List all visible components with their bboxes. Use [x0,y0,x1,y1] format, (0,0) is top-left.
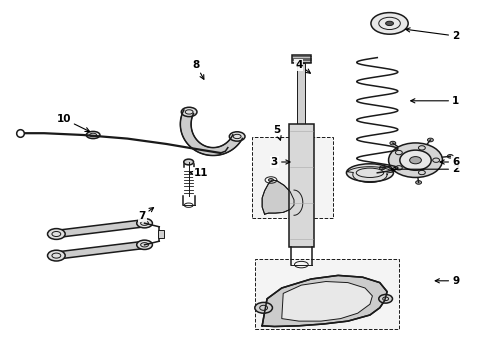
Text: 3: 3 [271,157,290,167]
Polygon shape [262,275,387,327]
Bar [292,55,311,63]
Ellipse shape [410,157,421,164]
Ellipse shape [447,154,453,158]
Text: 4: 4 [295,60,310,73]
Ellipse shape [48,229,65,239]
Text: 9: 9 [435,276,459,286]
Ellipse shape [269,179,273,181]
Text: 10: 10 [56,114,90,131]
Bar [158,230,164,238]
Ellipse shape [346,164,393,182]
Ellipse shape [86,131,100,139]
Bar [255,259,399,329]
Ellipse shape [427,138,433,142]
Polygon shape [55,241,146,259]
Text: 8: 8 [193,60,204,79]
Ellipse shape [184,159,194,165]
Ellipse shape [379,166,385,170]
Polygon shape [282,282,372,321]
Ellipse shape [137,240,152,249]
Bar [289,124,314,247]
Text: 6: 6 [440,157,459,167]
Text: 2: 2 [391,164,459,174]
Text: 5: 5 [273,125,281,140]
Ellipse shape [255,302,272,313]
Text: 2: 2 [406,28,459,41]
Bar [297,63,305,124]
Ellipse shape [400,150,431,170]
Ellipse shape [48,250,65,261]
Polygon shape [55,220,146,238]
Ellipse shape [379,294,392,303]
Text: 1: 1 [411,96,459,106]
Polygon shape [180,110,243,156]
Ellipse shape [390,141,396,145]
Ellipse shape [386,21,393,26]
Ellipse shape [389,143,442,177]
Polygon shape [262,180,294,214]
Bar [252,137,333,218]
Ellipse shape [229,132,245,141]
Ellipse shape [371,13,408,34]
Text: 11: 11 [190,168,208,178]
Ellipse shape [416,181,421,184]
Text: 7: 7 [138,208,153,221]
Ellipse shape [137,219,152,228]
Ellipse shape [181,107,197,117]
